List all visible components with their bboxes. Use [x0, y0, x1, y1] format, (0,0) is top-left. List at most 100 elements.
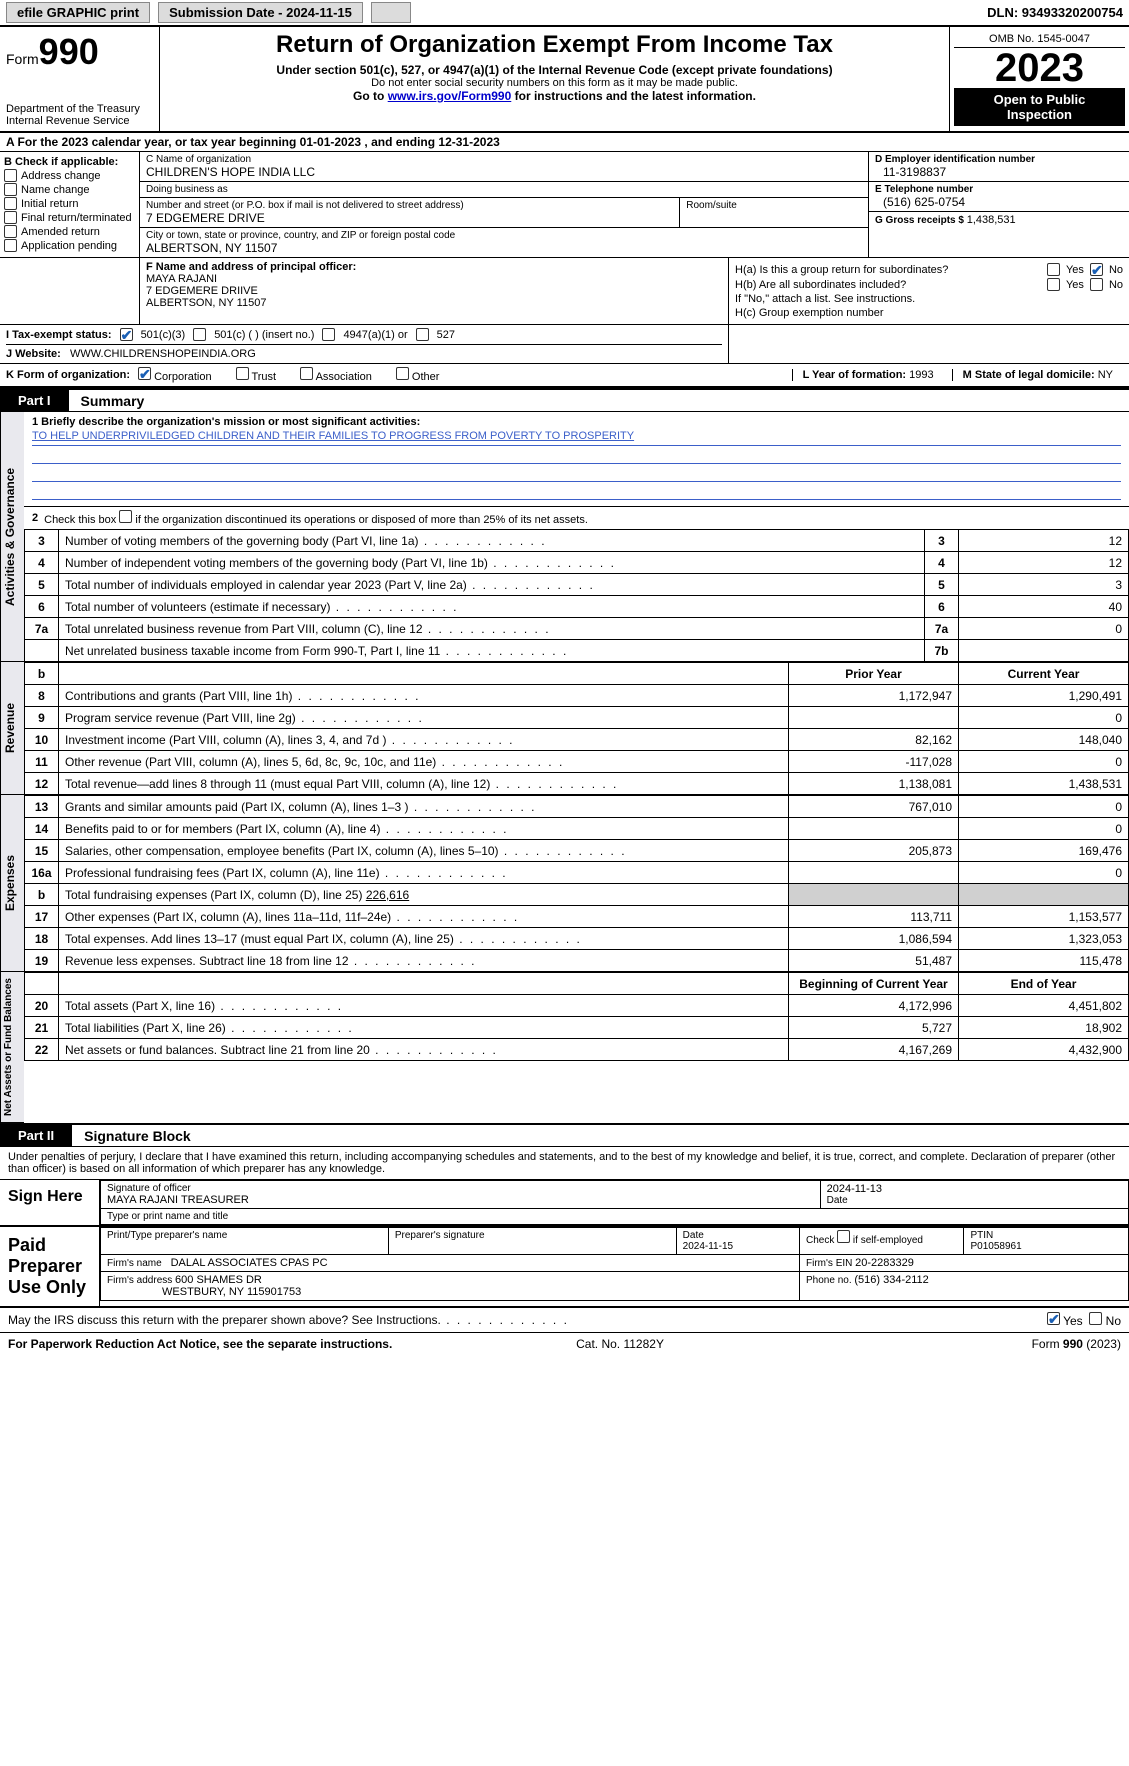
row-f-h: F Name and address of principal officer:…: [0, 258, 1129, 325]
row-current: 115,478: [959, 950, 1129, 972]
k-opt-checkbox-1[interactable]: [236, 367, 249, 380]
box-b-checkbox-5[interactable]: [4, 239, 17, 252]
open-public-badge: Open to Public Inspection: [954, 88, 1125, 126]
org-name: CHILDREN'S HOPE INDIA LLC: [146, 165, 862, 179]
line-2: 2 Check this box if the organization dis…: [24, 507, 1129, 529]
row-key: 7b: [925, 640, 959, 662]
gross-receipts-value: 1,438,531: [967, 214, 1016, 226]
period-begin: 01-01-2023: [300, 135, 361, 149]
goto-prefix: Go to: [353, 89, 388, 103]
line-m-label: M State of legal domicile:: [963, 369, 1098, 381]
discuss-no-checkbox[interactable]: [1089, 1312, 1102, 1325]
type-name-label: Type or print name and title: [101, 1209, 1129, 1225]
period-end: 12-31-2023: [438, 135, 499, 149]
signature-intro: Under penalties of perjury, I declare th…: [0, 1147, 1129, 1180]
k-opt-checkbox-3[interactable]: [396, 367, 409, 380]
top-bar: efile GRAPHIC print Submission Date - 20…: [0, 0, 1129, 27]
k-opt-checkbox-0[interactable]: [138, 367, 151, 380]
form-title: Return of Organization Exempt From Incom…: [170, 31, 939, 59]
527-checkbox[interactable]: [416, 328, 429, 341]
row-key: 5: [925, 574, 959, 596]
row-num: 18: [25, 928, 59, 950]
row-current: 1,153,577: [959, 906, 1129, 928]
row-desc: Number of independent voting members of …: [59, 552, 925, 574]
line-2-num: 2: [32, 512, 38, 524]
goto-link[interactable]: www.irs.gov/Form990: [388, 89, 512, 103]
box-c: C Name of organization CHILDREN'S HOPE I…: [140, 152, 869, 257]
box-b-checkbox-0[interactable]: [4, 169, 17, 182]
box-b-item-1: Name change: [21, 184, 90, 196]
box-b-checkbox-4[interactable]: [4, 225, 17, 238]
self-employed-checkbox[interactable]: [837, 1230, 850, 1243]
row-current: 148,040: [959, 729, 1129, 751]
row-desc: Investment income (Part VIII, column (A)…: [59, 729, 789, 751]
discuss-yes-checkbox[interactable]: [1047, 1312, 1060, 1325]
row-prior: [789, 862, 959, 884]
h-a-no-checkbox[interactable]: [1090, 263, 1103, 276]
box-b-item-4: Amended return: [21, 226, 100, 238]
efile-print-button[interactable]: efile GRAPHIC print: [6, 2, 150, 23]
k-opt-checkbox-2[interactable]: [300, 367, 313, 380]
dln-label: DLN: 93493320200754: [987, 5, 1123, 20]
row-prior: 1,172,947: [789, 685, 959, 707]
part-ii-title: Signature Block: [72, 1128, 191, 1144]
form-subtitle: Under section 501(c), 527, or 4947(a)(1)…: [170, 63, 939, 77]
box-b-checkbox-3[interactable]: [4, 211, 17, 224]
row-desc: Net unrelated business taxable income fr…: [59, 640, 925, 662]
line-2-checkbox[interactable]: [119, 510, 132, 523]
prior-year-hdr: Prior Year: [789, 663, 959, 685]
row-current: 0: [959, 751, 1129, 773]
h-a-yes-checkbox[interactable]: [1047, 263, 1060, 276]
row-i-j: I Tax-exempt status: 501(c)(3) 501(c) ( …: [0, 325, 1129, 364]
row-desc: Total unrelated business revenue from Pa…: [59, 618, 925, 640]
row-val: 12: [959, 530, 1129, 552]
row-num: 22: [25, 1039, 59, 1061]
part-i-title: Summary: [69, 393, 145, 409]
firm-addr-2: WESTBURY, NY 115901753: [162, 1286, 301, 1298]
open-public-line2: Inspection: [958, 107, 1121, 122]
row-begin: 5,727: [789, 1017, 959, 1039]
row-num: b: [25, 884, 59, 906]
row-key: 3: [925, 530, 959, 552]
row-val: 12: [959, 552, 1129, 574]
mission-blank-1: .: [32, 448, 1121, 464]
page-footer: For Paperwork Reduction Act Notice, see …: [0, 1333, 1129, 1355]
row-num: 4: [25, 552, 59, 574]
row-num: 3: [25, 530, 59, 552]
h-b-yes-checkbox[interactable]: [1047, 278, 1060, 291]
mission-label: 1 Briefly describe the organization's mi…: [32, 416, 1121, 428]
box-b-checkbox-2[interactable]: [4, 197, 17, 210]
row-val: 3: [959, 574, 1129, 596]
officer-signature: MAYA RAJANI TREASURER: [107, 1194, 814, 1206]
4947-checkbox[interactable]: [322, 328, 335, 341]
opt-501c3: 501(c)(3): [141, 329, 186, 341]
revenue-table: b Prior Year Current Year8 Contributions…: [24, 662, 1129, 795]
ein-value: 11-3198837: [875, 165, 1123, 179]
paid-preparer-label: Paid Preparer Use Only: [0, 1227, 100, 1306]
row-desc: Contributions and grants (Part VIII, lin…: [59, 685, 789, 707]
501c3-checkbox[interactable]: [120, 328, 133, 341]
sig-officer-label: Signature of officer: [107, 1183, 814, 1194]
section-b-through-g: B Check if applicable: Address changeNam…: [0, 152, 1129, 258]
sign-here-block: Sign Here Signature of officer MAYA RAJA…: [0, 1180, 1129, 1227]
current-year-hdr: Current Year: [959, 663, 1129, 685]
box-b-item-2: Initial return: [21, 198, 78, 210]
officer-label: F Name and address of principal officer:: [146, 261, 722, 273]
box-f: F Name and address of principal officer:…: [140, 258, 729, 324]
box-h: H(a) Is this a group return for subordin…: [729, 258, 1129, 324]
mission-block: 1 Briefly describe the organization's mi…: [24, 412, 1129, 507]
yes-label: Yes: [1066, 264, 1084, 276]
row-desc: Other expenses (Part IX, column (A), lin…: [59, 906, 789, 928]
ptin-label: PTIN: [970, 1230, 993, 1241]
room-label: Room/suite: [686, 200, 862, 211]
row-end: 4,432,900: [959, 1039, 1129, 1061]
footer-form-number: 990: [1063, 1337, 1083, 1351]
h-b-no-checkbox[interactable]: [1090, 278, 1103, 291]
box-b-checkbox-1[interactable]: [4, 183, 17, 196]
line-j-label: J Website:: [6, 348, 61, 360]
discuss-question: May the IRS discuss this return with the…: [8, 1313, 569, 1327]
501c-checkbox[interactable]: [193, 328, 206, 341]
opt-501c: 501(c) ( ) (insert no.): [214, 329, 314, 341]
submission-date-badge: Submission Date - 2024-11-15: [158, 2, 363, 23]
row-current: 0: [959, 707, 1129, 729]
